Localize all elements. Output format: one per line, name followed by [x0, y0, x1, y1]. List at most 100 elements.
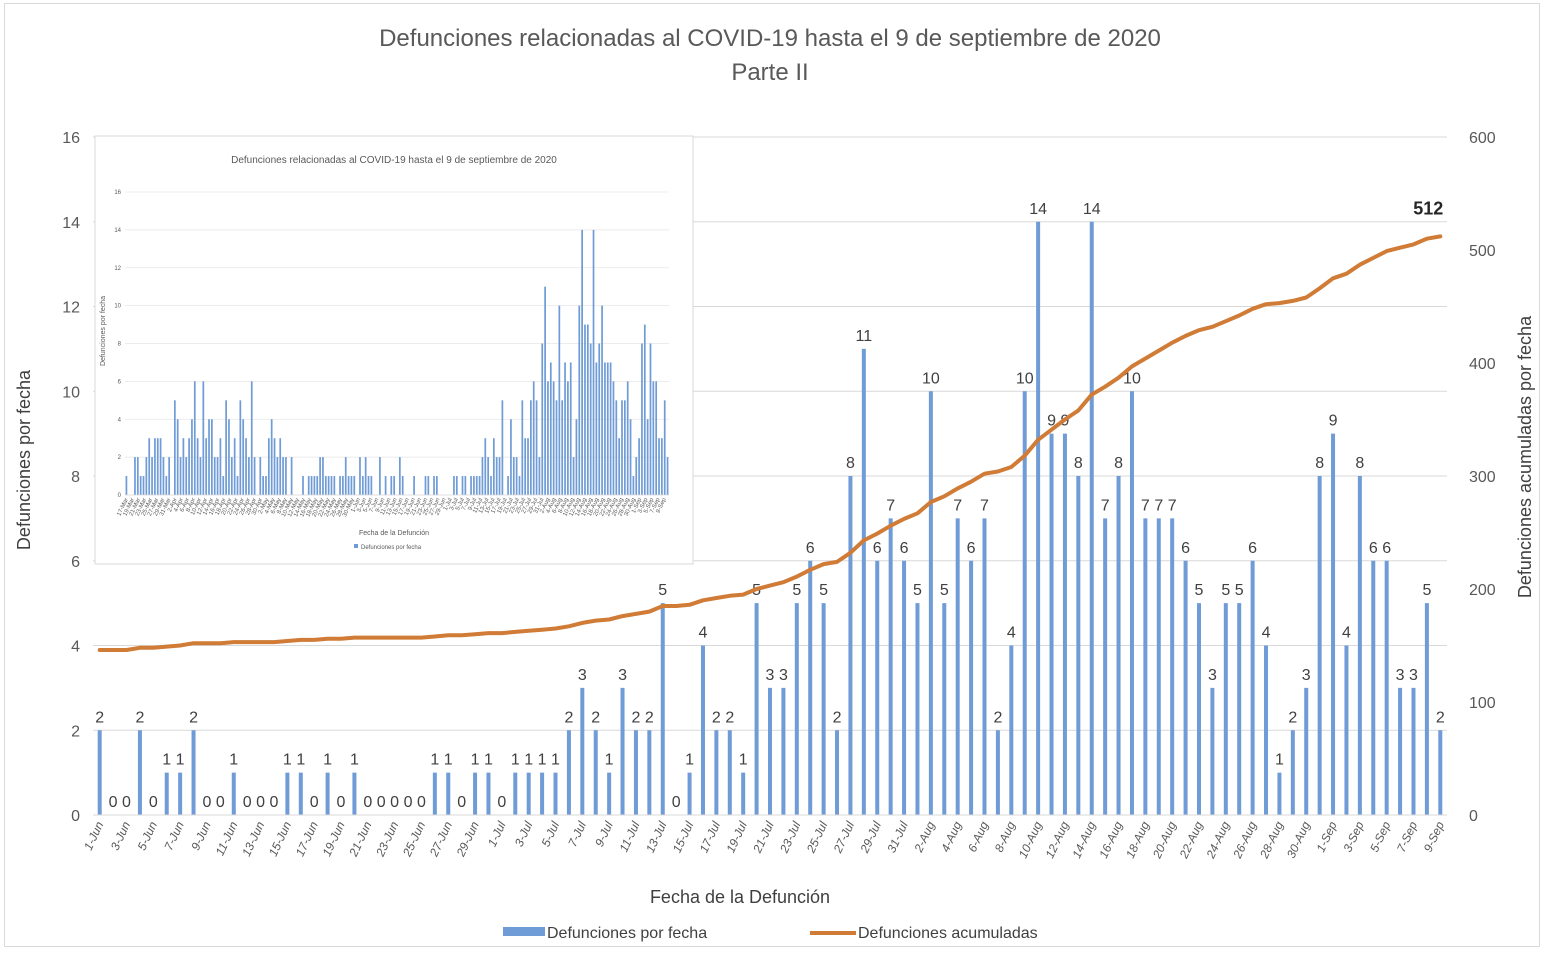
inset-bar	[310, 476, 313, 495]
inset-bar	[139, 476, 142, 495]
bar-value-label: 7	[886, 497, 895, 514]
bar-value-label: 1	[739, 752, 748, 769]
x-tick-label: 16-Aug	[1096, 819, 1125, 860]
inset-bar	[219, 438, 222, 495]
inset-legend-label: Defunciones por fecha	[361, 545, 422, 551]
x-tick-label: 29-Jul	[857, 819, 884, 856]
inset-bar	[635, 457, 638, 495]
legend-bar-label: Defunciones por fecha	[547, 925, 707, 942]
inset-x-tick-label: 1-Jul	[443, 497, 454, 511]
y-left-tick-label: 6	[71, 554, 80, 571]
x-tick-label: 9-Jul	[592, 819, 616, 849]
inset-y-tick-label: 10	[114, 304, 121, 310]
inset-bar	[530, 400, 532, 495]
inset-bar	[282, 457, 284, 495]
chart-frame: Defunciones relacionadas al COVID-19 has…	[4, 3, 1540, 947]
inset-y-tick-label: 14	[114, 228, 121, 234]
bar	[164, 772, 169, 815]
bar	[1237, 603, 1242, 815]
y-right-tick-label: 0	[1469, 808, 1478, 825]
inset-bar	[319, 457, 321, 495]
inset-x-tick-label: 2-Apr	[167, 497, 179, 513]
x-tick-label: 6-Aug	[965, 819, 991, 854]
inset-bar	[541, 343, 544, 495]
bar	[97, 730, 102, 815]
inset-y-tick-label: 2	[118, 455, 122, 461]
bar	[298, 772, 303, 815]
bar-value-label: 0	[243, 794, 252, 811]
bar-value-label: 7	[1168, 497, 1177, 514]
inset-x-tick-label: 5-Jul	[455, 497, 466, 511]
inset-y-tick-label: 8	[118, 342, 122, 348]
inset-bars	[125, 229, 669, 495]
inset-bar	[307, 476, 310, 495]
inset-y-axis: 0 2 4 6 8 10 12 14 16	[114, 190, 121, 499]
bar	[1411, 687, 1416, 815]
bar-value-label: 0	[149, 794, 158, 811]
inset-bar	[324, 476, 327, 495]
bar	[714, 730, 719, 815]
inset-bar	[646, 419, 649, 495]
bar-value-label: 3	[578, 667, 587, 684]
inset-bar	[364, 457, 367, 495]
bar-value-label: 7	[980, 497, 989, 514]
bar	[526, 772, 531, 815]
x-tick-label: 14-Aug	[1069, 819, 1098, 860]
bar-value-label: 6	[1248, 540, 1257, 557]
inset-title: Defunciones relacionadas al COVID-19 has…	[231, 155, 557, 166]
inset-bar	[142, 476, 145, 495]
bar-value-label: 5	[913, 582, 922, 599]
bar-value-label: 6	[1369, 540, 1378, 557]
inset-bar	[547, 381, 549, 495]
final-cumulative-label: 512	[1413, 198, 1443, 218]
inset-bar	[390, 476, 393, 495]
inset-x-tick-label: 6-Apr	[179, 497, 191, 513]
bar-value-label: 1	[524, 752, 533, 769]
x-tick-label: 17-Jul	[697, 819, 724, 855]
inset-x-tick-label: 4-Apr	[173, 497, 185, 513]
chart-title: Defunciones relacionadas al COVID-19 has…	[379, 25, 1161, 52]
inset-bar	[524, 438, 527, 495]
x-axis-title: Fecha de la Defunción	[650, 887, 830, 907]
bar-value-label: 0	[390, 794, 399, 811]
bar	[1290, 730, 1295, 815]
inset-bar	[453, 476, 455, 495]
legend-line-label: Defunciones acumuladas	[858, 925, 1038, 942]
x-tick-label: 15-Jun	[266, 819, 294, 858]
bar	[1103, 518, 1108, 815]
inset-bar	[490, 476, 492, 495]
inset-bar	[302, 476, 304, 495]
bar-value-label: 2	[631, 709, 640, 726]
bar-value-label: 2	[564, 709, 573, 726]
bar-value-label: 0	[216, 794, 225, 811]
inset-bar	[173, 400, 176, 495]
inset-bar	[230, 457, 233, 495]
bar-value-label: 1	[296, 752, 305, 769]
bar	[741, 772, 746, 815]
inset-bar	[179, 457, 182, 495]
x-tick-label: 5-Sep	[1367, 819, 1393, 854]
inset-bar	[586, 324, 589, 495]
inset-bar	[621, 400, 623, 495]
inset-bar	[515, 457, 518, 495]
x-tick-label: 21-Jun	[346, 819, 375, 859]
bar	[178, 772, 183, 815]
bar	[848, 476, 853, 815]
bar-value-label: 2	[833, 709, 842, 726]
bar-value-label: 4	[699, 625, 708, 642]
inset-x-tick-label: 8-Apr	[185, 497, 197, 513]
x-tick-label: 25-Jul	[803, 819, 830, 856]
bar	[1264, 645, 1269, 815]
inset-bar	[561, 400, 564, 495]
inset-bar	[359, 457, 361, 495]
inset-bar	[564, 362, 566, 495]
bar-value-label: 8	[1355, 455, 1364, 472]
x-tick-label: 15-Jul	[670, 819, 697, 855]
bar-value-label: 0	[404, 794, 413, 811]
inset-bar	[182, 438, 185, 495]
inset-bar	[655, 381, 658, 495]
inset-bar	[361, 476, 364, 495]
x-tick-label: 19-Jul	[723, 819, 750, 855]
inset-bar	[615, 400, 618, 495]
bar-value-label: 5	[658, 582, 667, 599]
